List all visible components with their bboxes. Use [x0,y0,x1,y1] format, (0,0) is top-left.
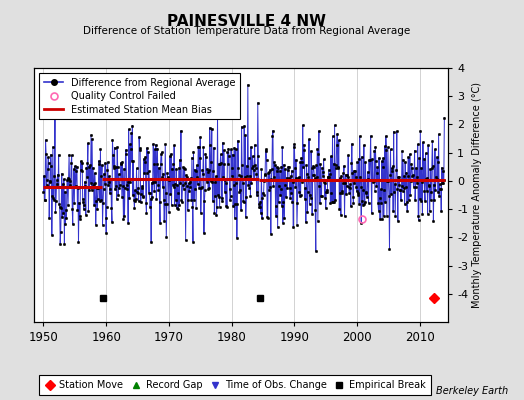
Text: Difference of Station Temperature Data from Regional Average: Difference of Station Temperature Data f… [83,26,410,36]
Legend: Station Move, Record Gap, Time of Obs. Change, Empirical Break: Station Move, Record Gap, Time of Obs. C… [39,376,431,395]
Text: PAINESVILLE 4 NW: PAINESVILLE 4 NW [167,14,326,29]
Text: Berkeley Earth: Berkeley Earth [436,386,508,396]
Legend: Difference from Regional Average, Quality Control Failed, Estimated Station Mean: Difference from Regional Average, Qualit… [39,73,241,119]
Y-axis label: Monthly Temperature Anomaly Difference (°C): Monthly Temperature Anomaly Difference (… [472,82,482,308]
